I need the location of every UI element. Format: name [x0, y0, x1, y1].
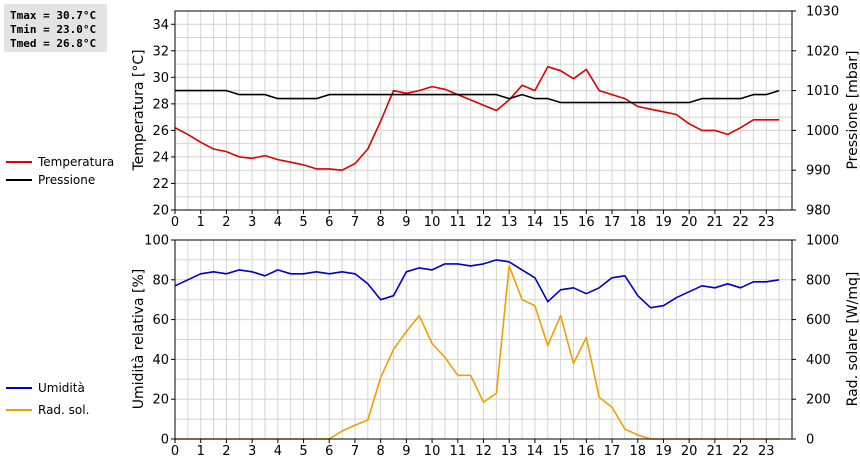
y2-tick-label: 990 — [806, 164, 831, 179]
x-tick-label: 12 — [475, 215, 492, 230]
y-tick-label: 40 — [152, 353, 169, 368]
x-tick-label: 13 — [501, 215, 518, 230]
y-tick-label: 100 — [144, 234, 169, 249]
x-tick-label: 9 — [402, 444, 410, 459]
x-tick-label: 11 — [450, 444, 467, 459]
y2-tick-label: 600 — [806, 313, 831, 328]
x-tick-label: 20 — [681, 215, 698, 230]
y-tick-label: 30 — [152, 71, 169, 86]
series-line-umidita — [174, 259, 780, 309]
x-tick-label: 19 — [655, 444, 672, 459]
legend-radiation-label: Rad. sol. — [38, 403, 89, 417]
x-tick-label: 10 — [424, 215, 441, 230]
y-tick-label: 24 — [152, 150, 169, 165]
x-tick-label: 10 — [424, 444, 441, 459]
x-tick-label: 22 — [732, 444, 749, 459]
series-line-temperatura — [174, 65, 780, 171]
y2-tick-label: 980 — [806, 204, 831, 219]
x-tick-label: 3 — [248, 444, 256, 459]
series-line-pressione — [175, 89, 780, 104]
x-tick-label: 8 — [377, 444, 385, 459]
x-tick-label: 12 — [475, 444, 492, 459]
stat-tmin: Tmin = 23.0°C — [10, 23, 96, 36]
x-tick-label: 15 — [552, 444, 569, 459]
x-tick-label: 14 — [527, 215, 544, 230]
x-tick-label: 1 — [197, 444, 205, 459]
y2-tick-label: 0 — [806, 433, 814, 448]
x-tick-label: 19 — [655, 215, 672, 230]
y-tick-label: 32 — [152, 44, 169, 59]
legend-bottom: Umidità Rad. sol. — [6, 381, 89, 417]
y2-tick-label: 800 — [806, 273, 831, 288]
x-tick-label: 18 — [629, 215, 646, 230]
legend-humidity-label: Umidità — [38, 381, 85, 395]
y2-tick-label: 1020 — [806, 44, 839, 59]
x-tick-label: 21 — [707, 444, 724, 459]
x-tick-label: 17 — [604, 444, 621, 459]
x-tick-label: 7 — [351, 444, 359, 459]
x-tick-label: 5 — [299, 215, 307, 230]
x-tick-label: 9 — [402, 215, 410, 230]
x-tick-label: 6 — [325, 444, 333, 459]
top-right-axis-title: Pressione [mbar] — [845, 50, 860, 169]
y-tick-label: 60 — [152, 313, 169, 328]
x-tick-label: 22 — [732, 215, 749, 230]
y-tick-label: 80 — [152, 273, 169, 288]
stats-box: Tmax = 30.7°C Tmin = 23.0°C Tmed = 26.8°… — [4, 4, 107, 52]
x-tick-label: 8 — [377, 215, 385, 230]
bottom-left-axis-title: Umidità relativa [%] — [131, 269, 147, 410]
y2-tick-label: 1000 — [806, 124, 839, 139]
y-tick-label: 20 — [152, 204, 169, 219]
x-tick-label: 6 — [325, 215, 333, 230]
x-tick-label: 23 — [758, 444, 775, 459]
stat-tmed: Tmed = 26.8°C — [10, 37, 96, 50]
x-tick-label: 4 — [274, 444, 282, 459]
y-tick-label: 0 — [161, 433, 169, 448]
y2-tick-label: 1000 — [806, 234, 839, 249]
legend-temperature-label: Temperatura — [37, 155, 114, 169]
y-tick-label: 34 — [152, 18, 169, 33]
x-tick-label: 2 — [222, 444, 230, 459]
x-tick-label: 17 — [604, 215, 621, 230]
x-tick-label: 0 — [171, 215, 179, 230]
legend-pressure-label: Pressione — [38, 173, 95, 187]
y2-tick-label: 400 — [806, 353, 831, 368]
top-left-axis-title: Temperatura [°C] — [131, 49, 147, 171]
y-tick-label: 20 — [152, 393, 169, 408]
y2-tick-label: 200 — [806, 393, 831, 408]
x-tick-label: 23 — [758, 215, 775, 230]
x-tick-label: 4 — [274, 215, 282, 230]
y2-tick-label: 1030 — [806, 5, 839, 20]
stats-box-background — [4, 4, 107, 52]
y-tick-label: 26 — [152, 124, 169, 139]
y-tick-label: 22 — [152, 177, 169, 192]
x-tick-label: 5 — [299, 444, 307, 459]
x-tick-label: 1 — [197, 215, 205, 230]
x-tick-label: 3 — [248, 215, 256, 230]
x-tick-label: 7 — [351, 215, 359, 230]
x-tick-label: 21 — [707, 215, 724, 230]
x-tick-label: 18 — [629, 444, 646, 459]
x-tick-label: 20 — [681, 444, 698, 459]
x-tick-label: 11 — [450, 215, 467, 230]
bottom-right-axis-title: Rad. solare [W/mq] — [845, 272, 860, 407]
legend-top: Temperatura Pressione — [6, 155, 114, 187]
x-tick-label: 15 — [552, 215, 569, 230]
x-tick-label: 0 — [171, 444, 179, 459]
x-tick-label: 16 — [578, 215, 595, 230]
x-tick-label: 16 — [578, 444, 595, 459]
y-tick-label: 28 — [152, 97, 169, 112]
stat-tmax: Tmax = 30.7°C — [10, 9, 96, 22]
x-tick-label: 14 — [527, 444, 544, 459]
y2-tick-label: 1010 — [806, 84, 839, 99]
x-tick-label: 13 — [501, 444, 518, 459]
x-tick-label: 2 — [222, 215, 230, 230]
